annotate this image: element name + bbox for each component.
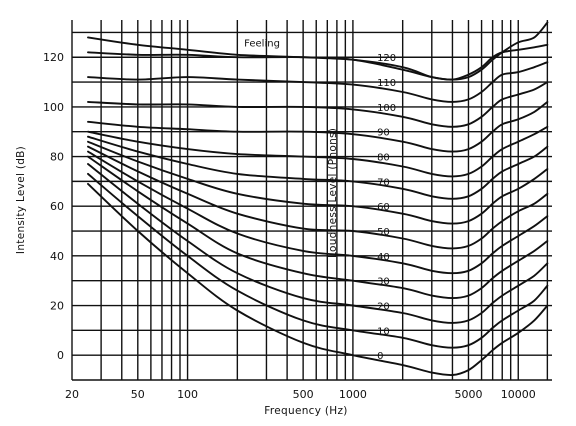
x-tick-label: 10000 xyxy=(501,388,536,401)
curve-70 xyxy=(87,135,549,200)
curve-label-10: 10 xyxy=(377,326,390,337)
curve-label-100: 100 xyxy=(377,103,396,114)
curve-label-90: 90 xyxy=(377,128,390,139)
loudness-curves xyxy=(87,21,549,377)
curve-10 xyxy=(87,172,549,349)
x-tick-label: 5000 xyxy=(454,388,482,401)
curve-90 xyxy=(87,100,549,153)
grid-lines xyxy=(71,20,552,381)
curve-label-110: 110 xyxy=(377,78,396,89)
loudness-level-label: Loudness Level (Phons) xyxy=(327,128,339,258)
curve-30 xyxy=(87,155,549,300)
y-tick-label: 0 xyxy=(57,349,64,362)
x-tick-label: 50 xyxy=(131,388,145,401)
curve-50 xyxy=(87,145,549,250)
curve-120 xyxy=(87,43,549,81)
curve-feeling xyxy=(87,21,549,81)
y-tick-label: 80 xyxy=(50,151,64,164)
curve-label-20: 20 xyxy=(377,302,390,313)
curve-label-50: 50 xyxy=(377,227,390,238)
curve-100 xyxy=(87,81,549,128)
curve-label-80: 80 xyxy=(377,153,390,164)
curve-60 xyxy=(87,140,549,225)
curve-80 xyxy=(87,125,549,178)
curve-label-60: 60 xyxy=(377,202,390,213)
y-tick-label: 20 xyxy=(50,300,64,313)
x-tick-label: 500 xyxy=(293,388,314,401)
x-tick-label: 100 xyxy=(177,388,198,401)
curve-label-40: 40 xyxy=(377,252,390,263)
y-tick-label: 60 xyxy=(50,200,64,213)
y-axis-title: Intensity Level (dB) xyxy=(15,146,27,254)
x-tick-label: 1000 xyxy=(339,388,367,401)
curve-label-feeling: Feeling xyxy=(244,38,280,49)
curve-label-120: 120 xyxy=(377,53,396,64)
curve-label-70: 70 xyxy=(377,177,390,188)
x-tick-label: 20 xyxy=(65,388,79,401)
curve-label-0: 0 xyxy=(377,351,383,362)
curve-0 xyxy=(87,182,549,377)
curve-40 xyxy=(87,150,549,275)
y-tick-label: 40 xyxy=(50,250,64,263)
y-tick-label: 120 xyxy=(43,51,64,64)
curve-110 xyxy=(87,61,549,103)
x-axis-title: Frequency (Hz) xyxy=(264,405,347,417)
curve-20 xyxy=(87,163,549,324)
curve-label-30: 30 xyxy=(377,277,390,288)
y-tick-label: 100 xyxy=(43,101,64,114)
